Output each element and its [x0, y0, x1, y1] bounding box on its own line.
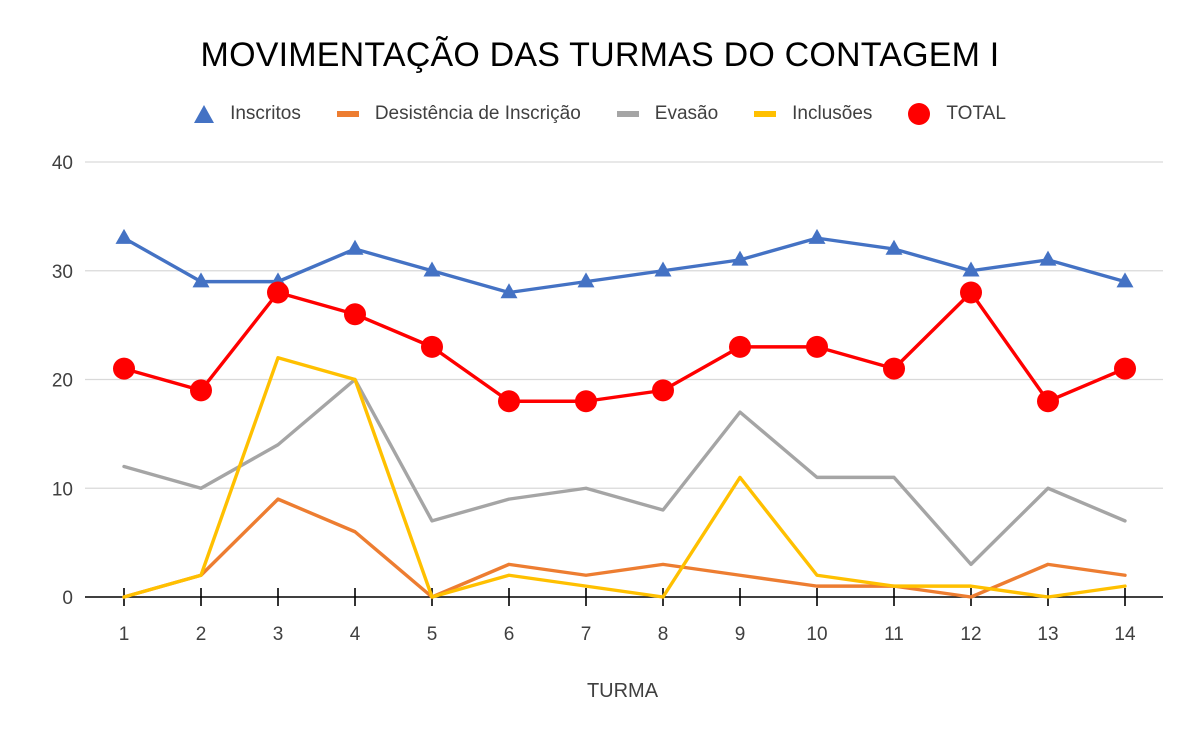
legend-label-inscritos: Inscritos [230, 103, 301, 124]
legend-swatch-desistencia [336, 111, 359, 117]
point-total [960, 281, 982, 304]
legend-label-inclusoes: Inclusões [792, 103, 873, 124]
point-total [190, 379, 212, 402]
point-inscritos [346, 239, 364, 255]
legend-swatch-evasao [616, 111, 639, 117]
point-inscritos [192, 272, 210, 288]
y-tick-label: 40 [52, 153, 73, 174]
legend: Inscritos Desistência de Inscrição Evasã… [0, 100, 1200, 128]
legend-item-total: TOTAL [908, 103, 1006, 125]
chart-title: MOVIMENTAÇÃO DAS TURMAS DO CONTAGEM I [200, 36, 1000, 74]
series-line-inclusoes [122, 356, 1127, 599]
y-tick-label: 10 [52, 479, 73, 500]
x-axis-title: TURMA [586, 680, 659, 702]
legend-label-evasao: Evasão [654, 103, 719, 124]
series-line-evasao [122, 377, 1127, 567]
x-tick-label: 8 [658, 624, 669, 645]
point-total [344, 303, 366, 326]
x-tick-label: 3 [273, 624, 284, 645]
x-tick-label: 5 [427, 624, 438, 645]
point-inscritos [1039, 250, 1057, 266]
point-inscritos [423, 261, 441, 277]
x-tick-label: 9 [735, 624, 746, 645]
series-line-total [122, 290, 1127, 403]
point-total [421, 335, 443, 358]
point-total [498, 390, 520, 413]
point-inscritos [654, 261, 672, 277]
x-tick-label: 11 [884, 624, 904, 645]
legend-item-evasao: Evasão [616, 103, 719, 125]
point-inscritos [500, 283, 518, 299]
x-tick-label: 12 [960, 624, 981, 645]
point-inscritos [577, 272, 595, 288]
point-total [575, 390, 597, 413]
point-total [113, 357, 135, 380]
y-tick-label: 30 [52, 262, 73, 283]
gridlines [85, 161, 1163, 489]
point-inscritos [885, 239, 903, 255]
point-total [806, 335, 828, 358]
legend-swatch-inclusoes [754, 111, 777, 117]
legend-item-inscritos: Inscritos [194, 103, 301, 125]
legend-item-desistencia: Desistência de Inscrição [336, 103, 581, 125]
series [113, 228, 1136, 599]
point-total [652, 379, 674, 402]
point-inscritos [1116, 272, 1134, 288]
x-tick-label: 6 [504, 624, 515, 645]
legend-item-inclusoes: Inclusões [754, 103, 872, 125]
x-tick-label: 14 [1114, 624, 1136, 645]
point-total [267, 281, 289, 304]
x-tick-label: 10 [806, 624, 827, 645]
x-tick-label: 1 [119, 624, 130, 645]
point-total [1114, 357, 1136, 380]
point-inscritos [808, 228, 826, 244]
y-tick-label: 0 [62, 588, 73, 609]
point-total [883, 357, 905, 380]
legend-label-desistencia: Desistência de Inscrição [374, 103, 581, 124]
x-tick-label: 2 [196, 624, 207, 645]
point-inscritos [731, 250, 749, 266]
legend-swatch-inscritos [194, 105, 215, 123]
series-line-desistencia-de-inscricao [122, 497, 1127, 599]
series-line-inscritos [122, 236, 1127, 295]
point-inscritos [962, 261, 980, 277]
y-tick-label: 20 [52, 371, 73, 392]
x-tick-label: 7 [581, 624, 592, 645]
x-tick-label: 13 [1037, 624, 1058, 645]
legend-swatch-total [908, 103, 931, 125]
point-inscritos [115, 228, 133, 244]
point-total [1037, 390, 1059, 413]
legend-label-total: TOTAL [946, 103, 1006, 124]
x-tick-label: 4 [350, 624, 361, 645]
point-total [729, 335, 751, 358]
